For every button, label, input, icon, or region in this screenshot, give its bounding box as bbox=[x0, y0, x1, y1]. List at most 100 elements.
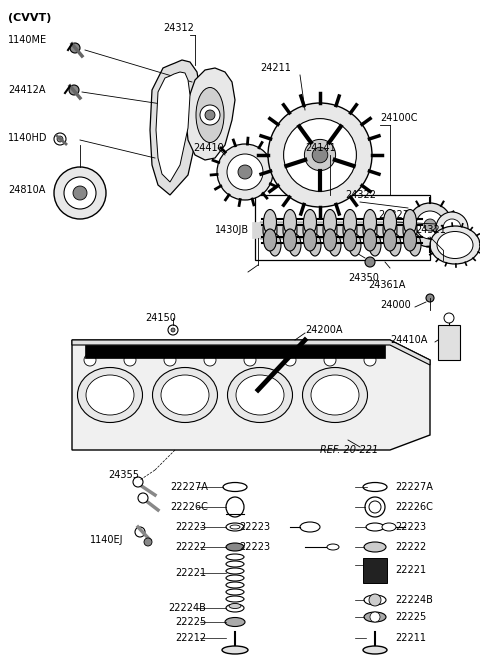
Circle shape bbox=[64, 177, 96, 209]
Circle shape bbox=[73, 186, 87, 200]
Circle shape bbox=[238, 165, 252, 179]
Circle shape bbox=[177, 346, 187, 356]
Circle shape bbox=[426, 294, 434, 302]
Ellipse shape bbox=[324, 229, 336, 251]
Ellipse shape bbox=[430, 226, 480, 264]
Circle shape bbox=[205, 110, 215, 120]
Circle shape bbox=[369, 594, 381, 606]
Circle shape bbox=[138, 493, 148, 503]
Text: 22225: 22225 bbox=[395, 612, 426, 622]
Text: 22223: 22223 bbox=[239, 522, 270, 532]
Text: 22223: 22223 bbox=[175, 522, 206, 532]
Ellipse shape bbox=[77, 367, 143, 422]
Circle shape bbox=[124, 354, 136, 366]
Ellipse shape bbox=[384, 229, 396, 251]
Ellipse shape bbox=[264, 210, 276, 235]
Circle shape bbox=[200, 105, 220, 125]
Text: 22222: 22222 bbox=[395, 542, 426, 552]
Ellipse shape bbox=[364, 595, 386, 605]
Circle shape bbox=[284, 119, 356, 191]
Ellipse shape bbox=[269, 234, 281, 256]
Ellipse shape bbox=[344, 210, 357, 235]
Text: 24412A: 24412A bbox=[8, 85, 46, 95]
Ellipse shape bbox=[302, 367, 368, 422]
Polygon shape bbox=[150, 60, 200, 195]
Ellipse shape bbox=[384, 210, 396, 235]
Text: 24810A: 24810A bbox=[8, 185, 46, 195]
Circle shape bbox=[424, 219, 436, 231]
Ellipse shape bbox=[364, 542, 386, 552]
Ellipse shape bbox=[236, 375, 284, 415]
Ellipse shape bbox=[284, 210, 297, 235]
Circle shape bbox=[168, 325, 178, 335]
Ellipse shape bbox=[226, 497, 244, 517]
Ellipse shape bbox=[403, 216, 417, 244]
Text: (CVVT): (CVVT) bbox=[8, 13, 51, 23]
Circle shape bbox=[282, 346, 292, 356]
Text: 24410A: 24410A bbox=[390, 335, 427, 345]
Circle shape bbox=[267, 346, 277, 356]
Ellipse shape bbox=[343, 216, 357, 244]
Circle shape bbox=[204, 354, 216, 366]
Ellipse shape bbox=[309, 234, 321, 256]
Text: 24312: 24312 bbox=[163, 23, 194, 33]
Text: 22223: 22223 bbox=[395, 522, 426, 532]
Text: 22226C: 22226C bbox=[170, 502, 208, 512]
Ellipse shape bbox=[226, 523, 244, 531]
Text: 22225: 22225 bbox=[175, 617, 206, 627]
Circle shape bbox=[87, 346, 97, 356]
Text: 22227A: 22227A bbox=[170, 482, 208, 492]
Circle shape bbox=[162, 346, 172, 356]
Ellipse shape bbox=[311, 375, 359, 415]
Text: 22226C: 22226C bbox=[395, 502, 433, 512]
Ellipse shape bbox=[226, 543, 244, 551]
Ellipse shape bbox=[284, 229, 297, 251]
Circle shape bbox=[327, 346, 337, 356]
Ellipse shape bbox=[349, 234, 361, 256]
Text: 24211: 24211 bbox=[260, 63, 291, 73]
Circle shape bbox=[57, 136, 63, 142]
Circle shape bbox=[312, 147, 328, 163]
Ellipse shape bbox=[303, 229, 316, 251]
Ellipse shape bbox=[389, 234, 401, 256]
Ellipse shape bbox=[369, 501, 381, 513]
Circle shape bbox=[70, 43, 80, 53]
Polygon shape bbox=[72, 340, 430, 365]
Text: 1430JB: 1430JB bbox=[215, 225, 249, 235]
Text: 24200A: 24200A bbox=[305, 325, 343, 335]
Text: 22211: 22211 bbox=[395, 633, 426, 643]
Ellipse shape bbox=[404, 229, 417, 251]
Text: 24321: 24321 bbox=[415, 225, 446, 235]
Ellipse shape bbox=[161, 375, 209, 415]
Circle shape bbox=[147, 346, 157, 356]
Ellipse shape bbox=[363, 210, 376, 235]
Ellipse shape bbox=[229, 604, 241, 608]
Circle shape bbox=[284, 354, 296, 366]
Ellipse shape bbox=[264, 229, 276, 251]
Circle shape bbox=[304, 139, 336, 171]
Circle shape bbox=[102, 346, 112, 356]
Polygon shape bbox=[72, 340, 430, 450]
Ellipse shape bbox=[228, 367, 292, 422]
Circle shape bbox=[268, 103, 372, 207]
Circle shape bbox=[324, 354, 336, 366]
Circle shape bbox=[222, 346, 232, 356]
Ellipse shape bbox=[300, 522, 320, 532]
Text: 24355: 24355 bbox=[108, 470, 139, 480]
Ellipse shape bbox=[369, 234, 381, 256]
Circle shape bbox=[370, 612, 380, 622]
Polygon shape bbox=[85, 345, 385, 358]
Text: 22223: 22223 bbox=[239, 542, 270, 552]
Ellipse shape bbox=[226, 604, 244, 612]
Circle shape bbox=[69, 85, 79, 95]
Text: 24150: 24150 bbox=[145, 313, 176, 323]
Ellipse shape bbox=[86, 375, 134, 415]
Circle shape bbox=[444, 313, 454, 323]
Circle shape bbox=[443, 219, 461, 237]
Circle shape bbox=[408, 203, 452, 247]
Circle shape bbox=[372, 346, 382, 356]
Ellipse shape bbox=[323, 216, 337, 244]
Circle shape bbox=[207, 346, 217, 356]
Text: 24350: 24350 bbox=[348, 273, 379, 283]
Circle shape bbox=[132, 346, 142, 356]
